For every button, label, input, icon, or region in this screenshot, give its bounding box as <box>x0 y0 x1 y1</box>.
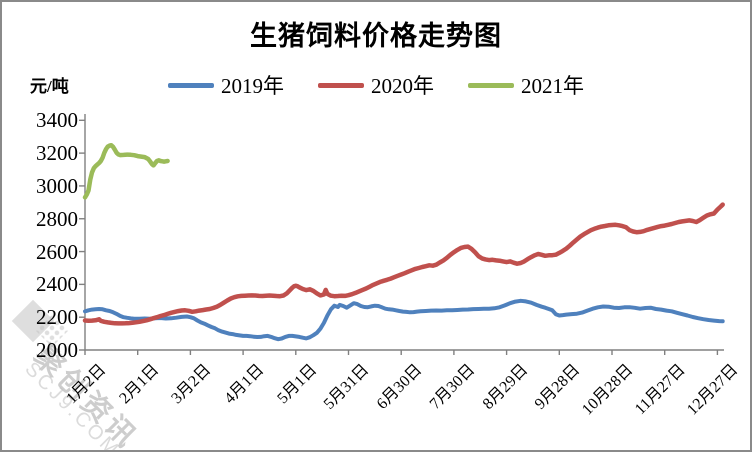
y-tick-label: 3200 <box>36 141 78 166</box>
y-tick-label: 3400 <box>36 108 78 133</box>
legend-item-2020: 2020年 <box>318 70 434 100</box>
legend-item-2019: 2019年 <box>168 70 284 100</box>
legend-label-2020: 2020年 <box>371 74 434 98</box>
y-tick-label: 2600 <box>36 239 78 264</box>
legend-swatch-2019-line <box>168 82 214 88</box>
legend-swatch-2021-line <box>468 82 514 88</box>
y-axis-unit-label: 元/吨 <box>30 77 69 96</box>
y-tick-label: 2200 <box>36 305 78 330</box>
chart-title: 生猪饲料价格走势图 <box>250 21 502 51</box>
legend: 2019年 2020年 2021年 <box>2 70 750 100</box>
y-tick-label: 2800 <box>36 206 78 231</box>
legend-item-2021: 2021年 <box>468 70 584 100</box>
legend-swatch-2020-line <box>318 82 364 88</box>
legend-label-2021: 2021年 <box>521 74 584 98</box>
y-tick-label: 2400 <box>36 272 78 297</box>
y-tick-label: 3000 <box>36 173 78 198</box>
legend-label-2019: 2019年 <box>221 74 284 98</box>
y-tick-label: 2000 <box>36 338 78 362</box>
